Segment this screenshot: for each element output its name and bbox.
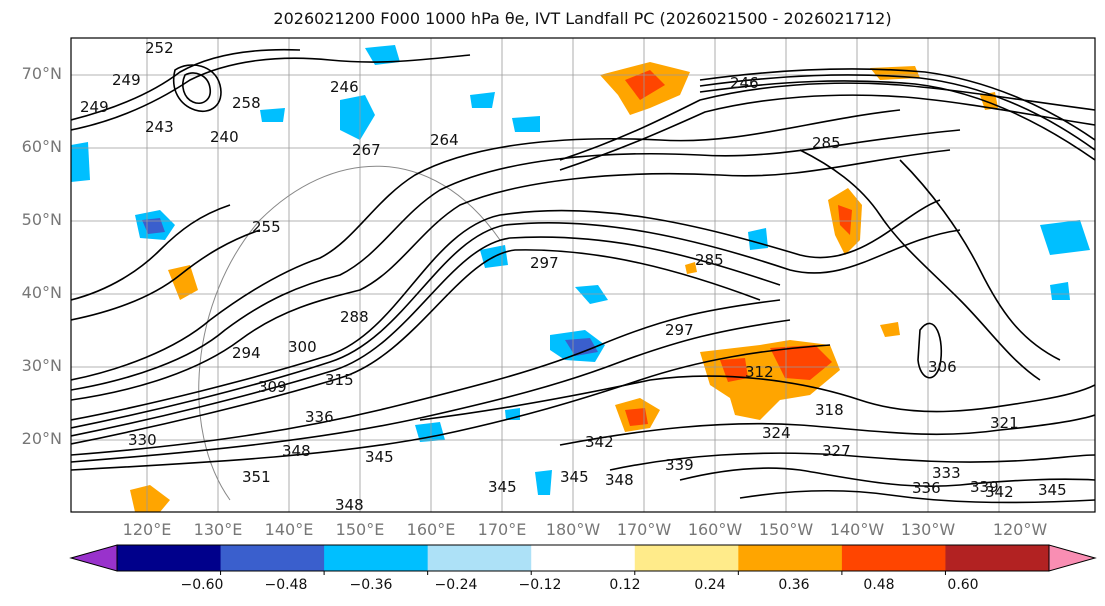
lon-label: 170°E [477, 520, 527, 539]
contour-label: 345 [365, 448, 394, 466]
colorbar-tick-label: 0.36 [778, 577, 810, 593]
colorbar-tick-label: 0.48 [863, 577, 895, 593]
map-background [71, 38, 1095, 512]
negative-anomaly-region [575, 285, 608, 304]
contour-label: 309 [258, 378, 287, 396]
lon-label: 140°W [829, 520, 885, 539]
lon-label: 170°W [616, 520, 672, 539]
negative-anomaly-region [512, 116, 540, 132]
contour-label: 345 [1038, 481, 1067, 499]
contour-label: 336 [912, 479, 941, 497]
negative-anomaly-region [1050, 282, 1070, 300]
contour-label: 249 [112, 71, 141, 89]
colorbar-tick-label: 0.60 [947, 577, 979, 593]
contour-label: 243 [145, 118, 174, 136]
contour-label: 348 [282, 442, 311, 460]
lat-label-60n: 60°N [21, 137, 62, 156]
contour-label: 255 [252, 218, 281, 236]
lon-label: 130°W [900, 520, 956, 539]
contour-label: 348 [605, 471, 634, 489]
map-frame [70, 37, 1096, 513]
lon-label: 150°E [335, 520, 385, 539]
contour-label: 324 [762, 424, 791, 442]
negative-anomaly-region [415, 422, 445, 442]
colorbar-tick-label: −0.36 [349, 577, 393, 593]
contour-label: 297 [530, 254, 559, 272]
contour-label: 249 [80, 98, 109, 116]
positive-anomaly-region [130, 485, 170, 512]
negative-anomaly-region [535, 470, 552, 495]
contour-label: 315 [325, 371, 354, 389]
contour-label: 339 [665, 456, 694, 474]
negative-anomaly-region [340, 95, 375, 140]
colorbar-tick-label: −0.60 [180, 577, 224, 593]
positive-anomaly-core [625, 70, 665, 100]
contour-label: 267 [352, 141, 381, 159]
negative-anomaly-core [142, 218, 165, 234]
map-title: 2026021200 F000 1000 hPa θe, IVT Landfal… [273, 9, 892, 28]
lat-label-70n: 70°N [21, 64, 62, 83]
contour-label: 285 [695, 251, 724, 269]
contour-label: 351 [242, 468, 271, 486]
contour-label: 345 [488, 478, 517, 496]
contour-label: 246 [330, 78, 359, 96]
contour-label: 339 [970, 478, 999, 496]
lon-label: 120°W [992, 520, 1048, 539]
contour-label: 252 [145, 39, 174, 57]
positive-anomaly-core [625, 408, 648, 426]
contour-label: 342 [985, 483, 1014, 501]
lon-label: 120°E [122, 520, 172, 539]
lat-label-30n: 30°N [21, 356, 62, 375]
colorbar-tick-label: 0.12 [609, 577, 641, 593]
contour-label: 294 [232, 344, 261, 362]
negative-anomaly-region [470, 92, 495, 108]
contour-label: 285 [812, 134, 841, 152]
positive-anomaly-region [168, 265, 198, 300]
negative-anomaly-region [71, 142, 90, 182]
contour-label: 333 [932, 464, 961, 482]
contour-label: 300 [288, 338, 317, 356]
lon-label: 160°W [687, 520, 743, 539]
graticule [71, 38, 1095, 512]
contour-label: 288 [340, 308, 369, 326]
colorbar-tick-label: 0.24 [694, 577, 726, 593]
contour-label: 246 [730, 74, 759, 92]
contour-label: 240 [210, 128, 239, 146]
lon-label: 180°W [545, 520, 601, 539]
contour-label: 330 [128, 431, 157, 449]
lat-label-40n: 40°N [21, 283, 62, 302]
contour-label: 345 [560, 468, 589, 486]
positive-anomaly-core [770, 345, 832, 380]
lat-label-20n: 20°N [21, 429, 62, 448]
contour-label: 306 [928, 358, 957, 376]
lon-label: 130°E [193, 520, 243, 539]
lon-label: 140°E [264, 520, 314, 539]
contour-label: 321 [990, 414, 1019, 432]
colorbar-tick-label: −0.24 [434, 577, 478, 593]
contour-label-group: 252 249 246 249 246 240 243 264 267 258 … [80, 39, 1067, 514]
positive-anomaly-region [880, 322, 900, 337]
negative-anomaly-region [260, 108, 285, 122]
contour-label: 336 [305, 408, 334, 426]
contour-label: 342 [585, 433, 614, 451]
positive-anomaly-core [838, 205, 852, 235]
contour-label: 258 [232, 94, 261, 112]
contour-label: 348 [335, 496, 364, 514]
lon-label: 150°W [758, 520, 814, 539]
positive-anomaly-region [685, 262, 697, 274]
colorbar-tick-label: −0.48 [264, 577, 308, 593]
negative-anomaly-region [365, 45, 400, 65]
lon-label: 160°E [406, 520, 456, 539]
contour-label: 297 [665, 321, 694, 339]
contour-label: 318 [815, 401, 844, 419]
theta-e-contours [71, 48, 1095, 504]
colorbar-tick-label: −0.12 [518, 577, 562, 593]
lat-label-50n: 50°N [21, 210, 62, 229]
contour-label: 264 [430, 131, 459, 149]
contour-label: 312 [745, 363, 774, 381]
negative-anomaly-region [1040, 220, 1090, 255]
contour-label: 327 [822, 442, 851, 460]
